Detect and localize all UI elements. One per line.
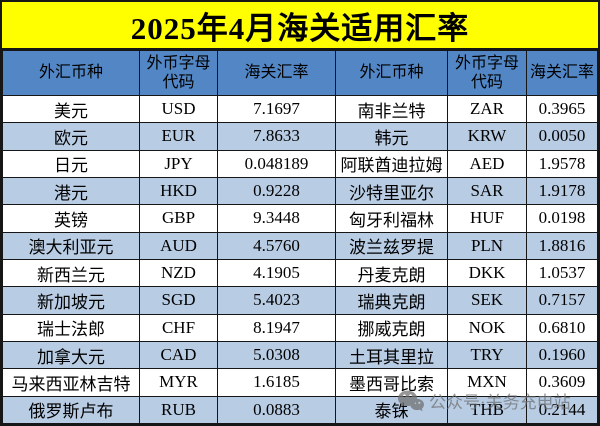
customs-rate-cell: 1.8816: [526, 231, 598, 260]
currency-name-cell: 丹麦克朗: [335, 258, 448, 288]
customs-rate-cell: 1.9578: [526, 149, 598, 178]
currency-code-cell: AED: [447, 149, 527, 178]
currency-name-cell: 土耳其里拉: [335, 340, 448, 370]
currency-code-cell: GBP: [139, 204, 218, 233]
table-row: 港元 HKD 0.9228 沙特里亚尔 SAR 1.9178: [2, 176, 598, 206]
currency-code-cell: CAD: [139, 340, 218, 370]
currency-code-cell: KRW: [447, 122, 527, 151]
currency-code-cell: HKD: [139, 176, 218, 206]
customs-rate-cell: 4.5760: [217, 231, 336, 260]
table-row: 新加坡元 SGD 5.4023 瑞典克朗 SEK 0.7157: [2, 286, 598, 315]
customs-rate-cell: 0.0198: [526, 204, 598, 233]
table-row: 瑞士法郎 CHF 8.1947 挪威克朗 NOK 0.6810: [2, 313, 598, 342]
table-row: 美元 USD 7.1697 南非兰特 ZAR 0.3965: [2, 94, 598, 124]
currency-code-cell: DKK: [447, 258, 527, 288]
currency-name-cell: 澳大利亚元: [2, 231, 140, 260]
currency-name-cell: 新加坡元: [2, 286, 140, 315]
table-row: 马来西亚林吉特 MYR 1.6185 墨西哥比索 MXN 0.3609: [2, 368, 598, 397]
currency-name-cell: 加拿大元: [2, 340, 140, 370]
currency-code-cell: ZAR: [447, 94, 527, 124]
currency-name-cell: 英镑: [2, 204, 140, 233]
customs-rate-cell: 1.6185: [217, 368, 336, 397]
currency-name-cell: 南非兰特: [335, 94, 448, 124]
header-customs-rate: 海关汇率: [217, 50, 336, 96]
currency-name-cell: 新西兰元: [2, 258, 140, 288]
table-row: 新西兰元 NZD 4.1905 丹麦克朗 DKK 1.0537: [2, 258, 598, 288]
currency-name-cell: 马来西亚林吉特: [2, 368, 140, 397]
currency-code-cell: NOK: [447, 313, 527, 342]
table-row: 日元 JPY 0.048189 阿联酋迪拉姆 AED 1.9578: [2, 149, 598, 178]
currency-name-cell: 波兰兹罗提: [335, 231, 448, 260]
table-row: 英镑 GBP 9.3448 匈牙利福林 HUF 0.0198: [2, 204, 598, 233]
currency-code-cell: USD: [139, 94, 218, 124]
currency-name-cell: 港元: [2, 176, 140, 206]
customs-rate-cell: 4.1905: [217, 258, 336, 288]
currency-name-cell: 阿联酋迪拉姆: [335, 149, 448, 178]
customs-rate-cell: 0.7157: [526, 286, 598, 315]
customs-rate-cell: 5.4023: [217, 286, 336, 315]
customs-rate-cell: 0.3609: [526, 368, 598, 397]
currency-code-cell: RUB: [139, 395, 218, 424]
table-row: 俄罗斯卢布 RUB 0.0883 泰铢 THB 0.2144: [2, 395, 598, 424]
header-currency-code: 外币字母代码: [447, 50, 527, 96]
page-title: 2025年4月海关适用汇率: [2, 2, 598, 50]
currency-name-cell: 美元: [2, 94, 140, 124]
currency-code-cell: TRY: [447, 340, 527, 370]
table-row: 澳大利亚元 AUD 4.5760 波兰兹罗提 PLN 1.8816: [2, 231, 598, 260]
customs-rate-cell: 0.1960: [526, 340, 598, 370]
currency-code-cell: NZD: [139, 258, 218, 288]
customs-rate-cell: 0.0050: [526, 122, 598, 151]
currency-code-cell: PLN: [447, 231, 527, 260]
currency-code-cell: MXN: [447, 368, 527, 397]
currency-name-cell: 欧元: [2, 122, 140, 151]
customs-rate-cell: 7.1697: [217, 94, 336, 124]
currency-code-cell: SEK: [447, 286, 527, 315]
rates-table: 外汇币种 外币字母代码 海关汇率 外汇币种 外币字母代码 海关汇率 美元 USD 7…: [2, 50, 598, 424]
currency-name-cell: 俄罗斯卢布: [2, 395, 140, 424]
table-row: 欧元 EUR 7.8633 韩元 KRW 0.0050: [2, 122, 598, 151]
currency-code-cell: SGD: [139, 286, 218, 315]
customs-rate-cell: 0.2144: [526, 395, 598, 424]
currency-code-cell: MYR: [139, 368, 218, 397]
currency-name-cell: 韩元: [335, 122, 448, 151]
customs-rate-cell: 0.048189: [217, 149, 336, 178]
currency-name-cell: 瑞典克朗: [335, 286, 448, 315]
customs-rate-cell: 8.1947: [217, 313, 336, 342]
customs-rate-cell: 0.3965: [526, 94, 598, 124]
currency-code-cell: CHF: [139, 313, 218, 342]
currency-code-cell: THB: [447, 395, 527, 424]
currency-code-cell: SAR: [447, 176, 527, 206]
currency-code-cell: AUD: [139, 231, 218, 260]
table-header-row: 外汇币种 外币字母代码 海关汇率 外汇币种 外币字母代码 海关汇率: [2, 50, 598, 96]
currency-code-cell: HUF: [447, 204, 527, 233]
customs-rate-cell: 0.0883: [217, 395, 336, 424]
currency-name-cell: 墨西哥比索: [335, 368, 448, 397]
currency-name-cell: 匈牙利福林: [335, 204, 448, 233]
currency-name-cell: 瑞士法郎: [2, 313, 140, 342]
table-row: 加拿大元 CAD 5.0308 土耳其里拉 TRY 0.1960: [2, 340, 598, 370]
header-currency-name: 外汇币种: [335, 50, 448, 96]
customs-rate-cell: 0.6810: [526, 313, 598, 342]
customs-rate-cell: 1.9178: [526, 176, 598, 206]
currency-name-cell: 挪威克朗: [335, 313, 448, 342]
customs-rate-cell: 9.3448: [217, 204, 336, 233]
table-body: 美元 USD 7.1697 南非兰特 ZAR 0.3965 欧元 EUR 7.8633 韩元 KRW…: [2, 94, 598, 424]
currency-name-cell: 日元: [2, 149, 140, 178]
customs-rate-cell: 0.9228: [217, 176, 336, 206]
customs-rate-cell: 1.0537: [526, 258, 598, 288]
currency-code-cell: JPY: [139, 149, 218, 178]
customs-rate-cell: 5.0308: [217, 340, 336, 370]
currency-name-cell: 沙特里亚尔: [335, 176, 448, 206]
currency-code-cell: EUR: [139, 122, 218, 151]
currency-name-cell: 泰铢: [335, 395, 448, 424]
header-currency-code: 外币字母代码: [139, 50, 218, 96]
header-currency-name: 外汇币种: [2, 50, 140, 96]
customs-rate-cell: 7.8633: [217, 122, 336, 151]
header-customs-rate: 海关汇率: [526, 50, 598, 96]
